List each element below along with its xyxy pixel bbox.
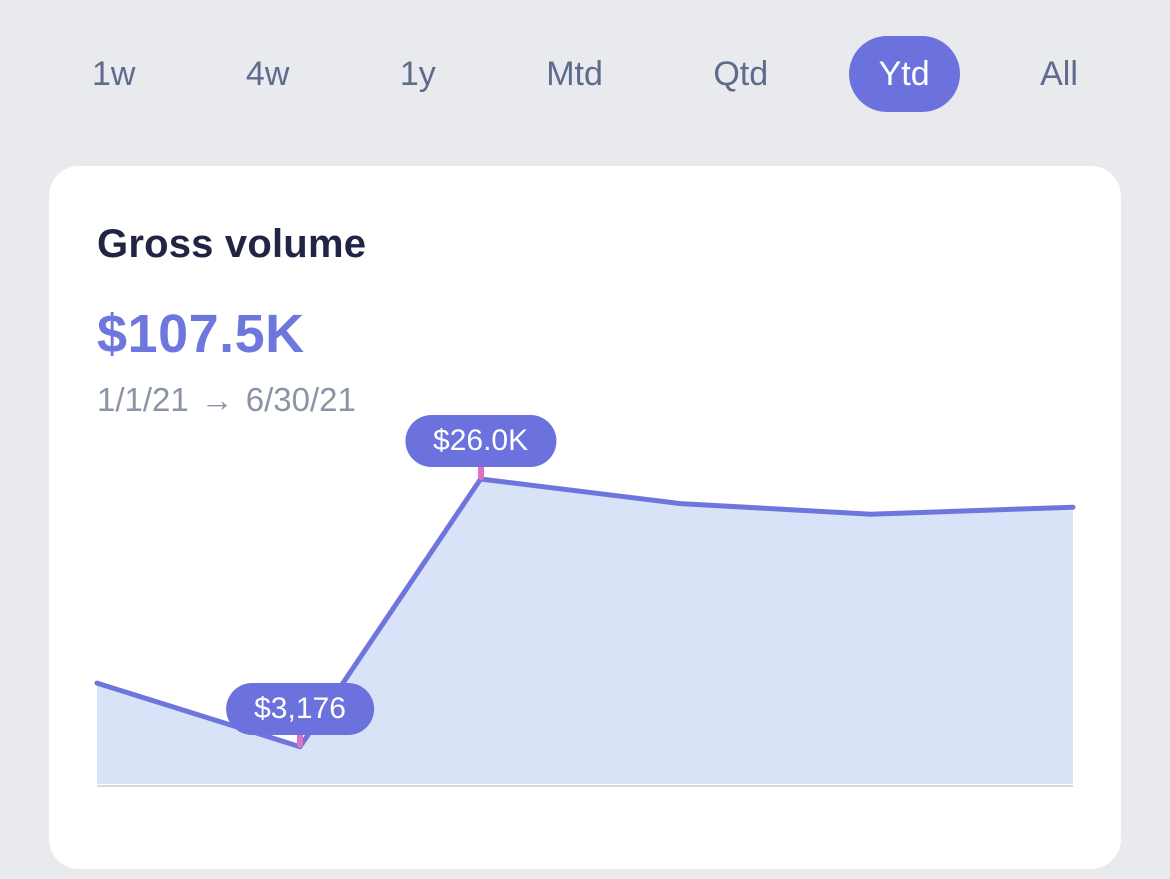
tooltip-pointer-tick bbox=[297, 731, 303, 748]
chart-area-fill bbox=[97, 479, 1073, 784]
date-range: 1/1/21 → 6/30/21 bbox=[97, 381, 1073, 419]
area-chart-svg bbox=[94, 476, 1076, 787]
tab-qtd[interactable]: Qtd bbox=[683, 36, 798, 112]
tab-all[interactable]: All bbox=[1010, 36, 1108, 112]
arrow-right-icon: → bbox=[200, 381, 234, 418]
gross-volume-chart[interactable]: $26.0K $3,176 bbox=[94, 415, 1076, 789]
tab-1w[interactable]: 1w bbox=[62, 36, 165, 112]
gross-volume-amount: $107.5K bbox=[97, 304, 305, 364]
chart-value-tooltip: $3,176 bbox=[226, 682, 374, 735]
card-title: Gross volume bbox=[97, 222, 367, 266]
gross-volume-card: Gross volume $107.5K 1/1/21 → 6/30/21 $2… bbox=[49, 166, 1121, 869]
chart-value-tooltip: $26.0K bbox=[405, 415, 557, 467]
period-start-date: 1/1/21 bbox=[97, 381, 189, 418]
tab-ytd[interactable]: Ytd bbox=[848, 36, 960, 112]
tab-4w[interactable]: 4w bbox=[216, 36, 319, 112]
time-range-selector: 1w 4w 1y Mtd Qtd Ytd All bbox=[0, 0, 1170, 112]
tooltip-pointer-tick bbox=[477, 464, 484, 480]
tab-mtd[interactable]: Mtd bbox=[516, 36, 633, 112]
chart-line bbox=[94, 476, 1076, 750]
period-end-date: 6/30/21 bbox=[245, 381, 356, 418]
tab-1y[interactable]: 1y bbox=[370, 36, 466, 112]
